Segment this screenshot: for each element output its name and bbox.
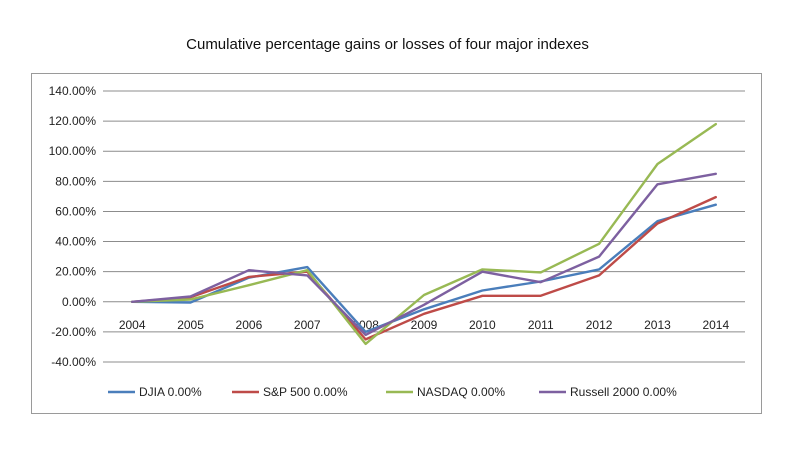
y-axis-labels: 140.00% 120.00% 100.00% 80.00% 60.00% 40.00% 2… [49,84,97,369]
x-tick-label: 2004 [119,318,146,332]
y-tick-label: 20.00% [55,265,96,279]
x-axis-labels: 2004 2005 2006 2007 2008 2009 2010 2011 2012 2013… [119,318,730,332]
legend-label: DJIA 0.00% [139,385,202,399]
y-tick-label: -20.00% [51,325,96,339]
x-tick-label: 2005 [177,318,204,332]
legend-label: Russell 2000 0.00% [570,385,677,399]
y-tick-label: 100.00% [49,144,97,158]
x-tick-label: 2013 [644,318,671,332]
x-tick-label: 2007 [294,318,321,332]
y-tick-label: 40.00% [55,235,96,249]
y-tick-label: 120.00% [49,114,97,128]
x-tick-label: 2006 [236,318,263,332]
y-tick-label: -40.00% [51,355,96,369]
chart-title: Cumulative percentage gains or losses of… [186,36,589,53]
series-line [130,122,717,346]
gridlines [103,90,745,363]
legend-label: S&P 500 0.00% [263,385,348,399]
chart-frame [31,73,762,414]
series-lines [130,122,717,346]
legend: DJIA 0.00% S&P 500 0.00% NASDAQ 0.00% Russe… [108,385,677,399]
series-line [130,203,717,334]
x-tick-label: 2012 [586,318,613,332]
x-tick-label: 2014 [702,318,729,332]
x-tick-label: 2010 [469,318,496,332]
legend-label: NASDAQ 0.00% [417,385,505,399]
x-tick-label: 2009 [411,318,438,332]
x-tick-label: 2011 [528,318,554,332]
y-tick-label: 0.00% [62,295,96,309]
y-tick-label: 80.00% [55,174,96,188]
series-line [130,172,717,337]
series-line [130,195,717,341]
y-tick-label: 60.00% [55,204,96,218]
y-tick-label: 140.00% [49,84,97,98]
